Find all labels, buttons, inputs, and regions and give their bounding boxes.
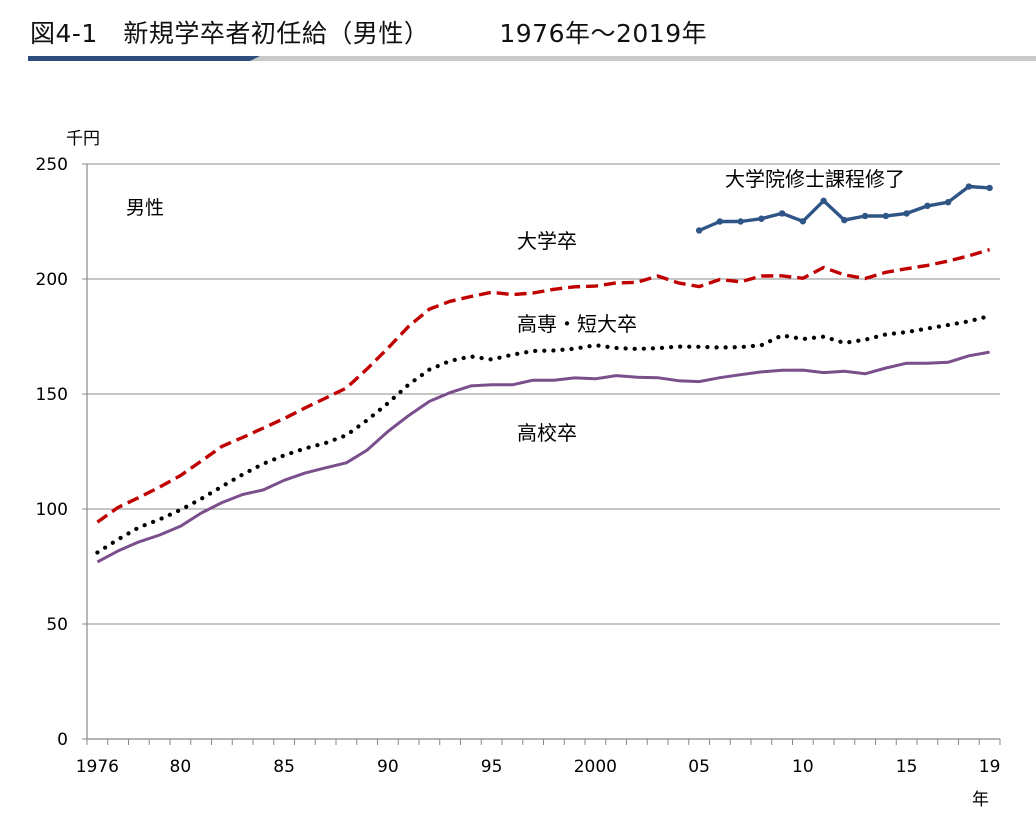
x-tick-label: 19: [979, 757, 1001, 777]
x-tick-label: 10: [792, 757, 814, 777]
annotation-high-school: 高校卒: [517, 421, 577, 445]
data-point-master: [716, 218, 724, 225]
y-tick-label: 250: [36, 155, 68, 175]
x-tick-label: 85: [273, 757, 295, 777]
data-point-master: [758, 215, 765, 222]
data-point-master: [903, 210, 910, 217]
y-tick-label: 150: [36, 385, 68, 405]
data-point-master: [882, 212, 890, 220]
data-point-master: [924, 202, 931, 210]
series-lines: [95, 183, 993, 564]
data-point-master: [944, 198, 952, 206]
figure-period: 1976年～2019年: [499, 19, 708, 48]
annotation-junior-college: 高専・短大卒: [517, 312, 637, 336]
annotation-gender: 男性: [126, 197, 164, 219]
x-tick-label: 95: [481, 757, 503, 777]
series-line-high-school: [96, 350, 990, 564]
y-tick-label: 0: [57, 730, 68, 750]
data-point-master: [820, 197, 827, 204]
y-tick-label: 50: [46, 615, 68, 635]
axes: 0 50 100 150 200 250 1976 80 85 90 95 2000 05 10 15 19: [36, 155, 1001, 777]
data-point-master: [861, 212, 869, 220]
figure-title: 図4-1 新規学卒者初任給（男性） 1976年～2019年: [30, 14, 707, 50]
chart-labels: 千円 年 男性 大学院修士課程修了 大学卒 高専・短大卒 高校卒: [66, 129, 989, 810]
data-point-master: [778, 210, 786, 217]
header-rule: [28, 56, 1036, 61]
x-tick-label: 80: [170, 757, 192, 777]
figure-title-text: 新規学卒者初任給（男性）: [123, 19, 430, 48]
data-point-master: [737, 218, 744, 225]
data-point-master: [695, 227, 703, 234]
y-tick-label: 100: [36, 500, 68, 520]
annotation-master: 大学院修士課程修了: [725, 167, 905, 191]
header-rule-accent: [28, 56, 250, 61]
figure-label: 図4-1: [30, 19, 98, 48]
grid-lines: [87, 163, 1000, 625]
data-point-master: [799, 218, 807, 225]
y-axis-label: 千円: [66, 129, 100, 149]
x-tick-label: 15: [896, 757, 918, 777]
y-tick-label: 200: [36, 270, 68, 290]
data-point-master: [986, 184, 993, 192]
x-tick-label: 1976: [76, 757, 119, 777]
series-line-university: [96, 247, 991, 524]
series-line-junior-college: [95, 313, 992, 555]
header-rule-slant: [250, 56, 260, 61]
x-tick-label: 90: [377, 757, 399, 777]
x-tick-label: 05: [688, 757, 710, 777]
data-point-master: [965, 183, 973, 190]
x-tick-label: 2000: [574, 757, 617, 777]
annotation-university: 大学卒: [517, 229, 577, 253]
data-point-master: [841, 216, 848, 224]
x-axis-label: 年: [972, 790, 989, 810]
